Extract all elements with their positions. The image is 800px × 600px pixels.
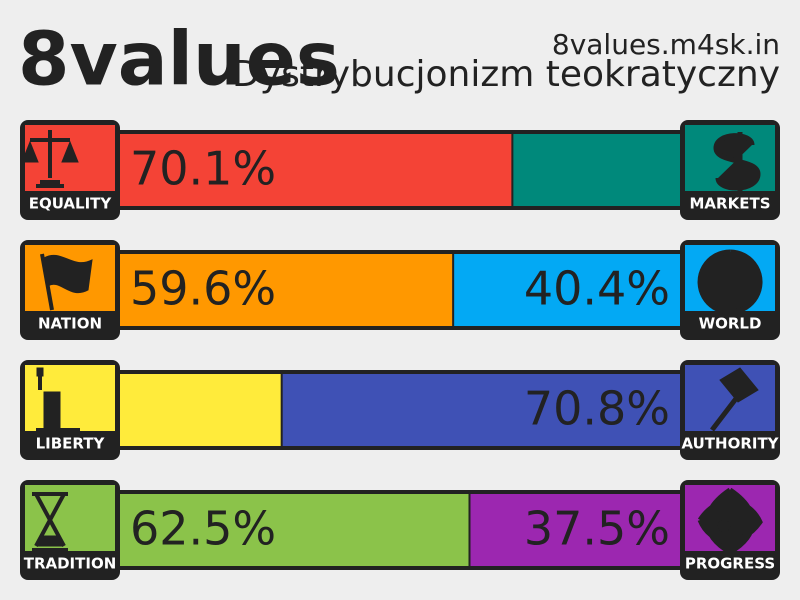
icon-left: [30, 130, 70, 188]
axis-row: 62.5% 37.5% TRADITION PROGRESS: [20, 480, 780, 580]
axis-row: 70.1% EQUALITY MARKETS: [20, 120, 780, 220]
icon-right-fill: [719, 367, 759, 403]
icon-left-fill: [43, 254, 93, 293]
icon-right: [697, 487, 763, 555]
icon-left-fill: [36, 367, 61, 431]
axis-label: WORLD: [699, 315, 762, 333]
axis-label: MARKETS: [690, 195, 771, 213]
bar-segment: [118, 254, 453, 326]
axis-label: TRADITION: [24, 555, 117, 573]
icons: [36, 367, 759, 437]
bar-segment: [282, 374, 682, 446]
axis-label: AUTHORITY: [681, 435, 779, 453]
icon-right: [700, 394, 740, 437]
rows: 70.1% EQUALITY MARKETS 59.6% 40.4% NATION WORL…: [20, 120, 780, 580]
icon-right-fill: [717, 519, 731, 533]
value-label: 40.4%: [524, 262, 670, 316]
subtitle: Dystrybucjonizm teokratyczny: [232, 54, 780, 95]
bar-segment: [118, 134, 512, 206]
chart-title: 8values: [18, 17, 340, 103]
bar-segment: [470, 494, 682, 566]
value-label: 59.6%: [130, 262, 276, 316]
icons: [32, 487, 763, 555]
value-label: 70.8%: [524, 382, 670, 436]
icons: [40, 249, 763, 316]
icon-right: [713, 132, 761, 192]
icons: [21, 130, 761, 192]
icon-left: [32, 492, 68, 552]
axis-row: 59.6% 40.4% NATION WORLD: [20, 240, 780, 340]
icon-right: [697, 249, 763, 316]
bar-segment: [454, 254, 682, 326]
axis-label: PROGRESS: [685, 555, 775, 573]
axis-label: LIBERTY: [36, 435, 106, 453]
bar-segment: [118, 494, 469, 566]
bar-segment: [513, 134, 682, 206]
bar-segment: [118, 374, 281, 446]
axis-label: NATION: [38, 315, 102, 333]
axis-label: EQUALITY: [29, 195, 113, 213]
icon-left-fill: [37, 535, 63, 547]
value-label: 37.5%: [524, 502, 670, 556]
axis-row: 70.8% LIBERTY AUTHORITY: [20, 360, 780, 460]
source: 8values.m4sk.in: [552, 28, 780, 61]
value-label: 70.1%: [130, 142, 276, 196]
icon-left-fill: [21, 140, 79, 163]
value-label: 62.5%: [130, 502, 276, 556]
